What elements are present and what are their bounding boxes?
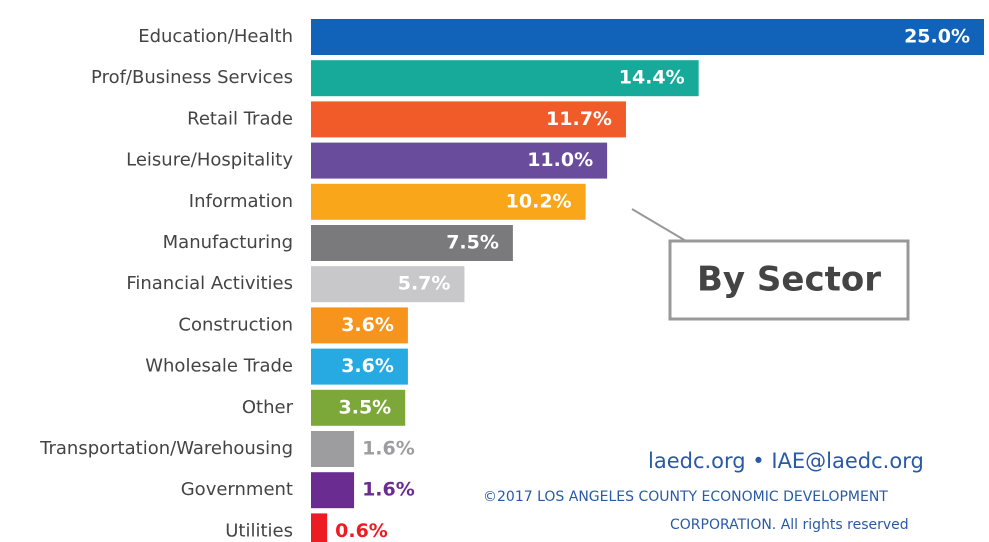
value-label: 11.7%: [546, 108, 612, 130]
category-label: Leisure/Hospitality: [126, 150, 293, 171]
value-label: 3.6%: [341, 314, 394, 336]
bar: [311, 513, 328, 542]
value-label: 10.2%: [506, 190, 572, 212]
category-label: Wholesale Trade: [145, 356, 293, 377]
value-label: 5.7%: [398, 273, 451, 295]
category-label: Government: [181, 479, 293, 500]
value-label: 1.6%: [362, 438, 415, 460]
bar: [311, 389, 406, 426]
value-label: 3.6%: [341, 355, 394, 377]
category-label: Education/Health: [138, 26, 293, 47]
bar: [311, 225, 513, 261]
category-label: Information: [189, 191, 293, 212]
bar: [311, 431, 355, 467]
bar: [311, 60, 699, 97]
bar: [311, 101, 626, 138]
value-label: 14.4%: [619, 67, 685, 89]
footer-contact: laedc.org • IAE@laedc.org: [648, 449, 924, 473]
bar: [311, 307, 408, 344]
category-label: Utilities: [225, 520, 293, 541]
bar: [311, 19, 984, 55]
footer-copyright: ©2017 LOS ANGELES COUNTY ECONOMIC DEVELO…: [483, 489, 888, 505]
category-label: Transportation/Warehousing: [39, 438, 293, 459]
footer-copyright: CORPORATION. All rights reserved: [670, 517, 909, 533]
bar: [311, 266, 465, 303]
category-label: Other: [242, 397, 294, 418]
value-label: 25.0%: [904, 26, 970, 48]
value-label: 1.6%: [362, 479, 415, 501]
value-label: 0.6%: [335, 520, 388, 542]
annotation-pointer: [631, 208, 687, 242]
value-label: 3.5%: [339, 396, 392, 418]
category-label: Manufacturing: [163, 232, 293, 253]
category-label: Retail Trade: [187, 108, 293, 129]
category-label: Construction: [178, 314, 293, 335]
bar: [311, 142, 608, 179]
annotation: By Sector: [697, 260, 881, 300]
category-label: Financial Activities: [126, 273, 293, 294]
bar: [311, 348, 408, 385]
value-label: 7.5%: [446, 232, 499, 254]
annotation-box: [668, 239, 910, 321]
bar: [311, 472, 355, 509]
bar: [311, 183, 586, 220]
category-label: Prof/Business Services: [91, 67, 293, 88]
value-label: 11.0%: [527, 149, 593, 171]
